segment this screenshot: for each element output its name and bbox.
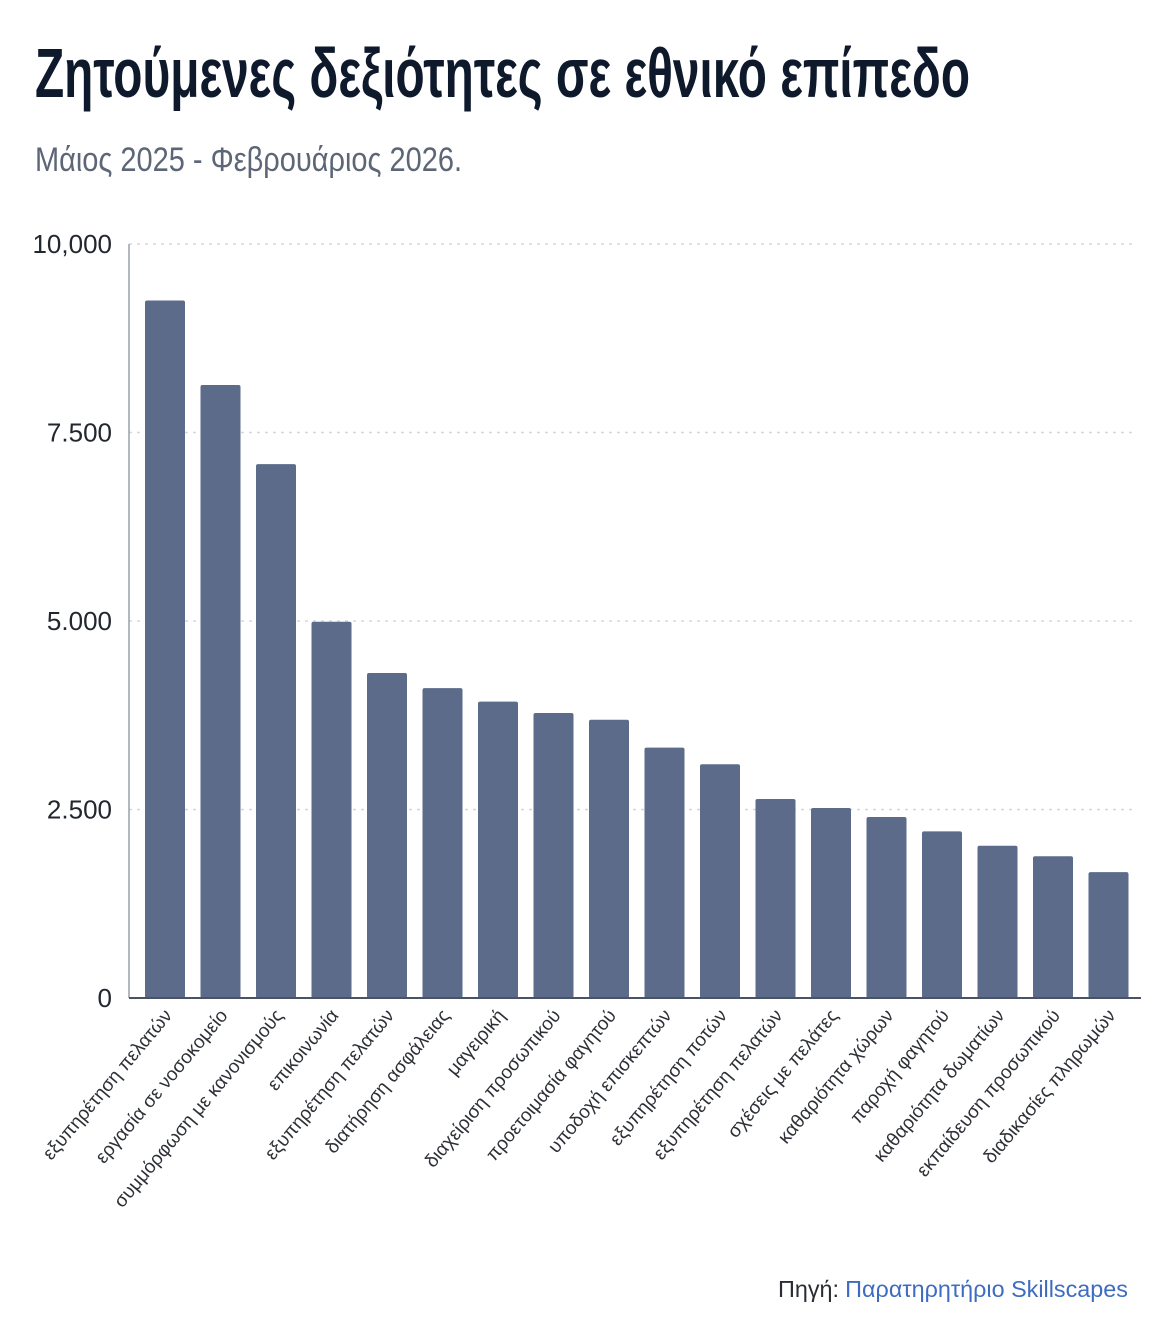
- y-tick-label: 0: [98, 983, 112, 1013]
- bar-4: [311, 621, 352, 998]
- bar-12: [755, 798, 796, 998]
- bar-14: [866, 817, 907, 998]
- x-tick-label: παροχή φαγητού: [846, 1006, 953, 1128]
- chart-subtitle: Μάιος 2025 - Φεβρουάριος 2026.: [35, 141, 462, 179]
- bar-2: [200, 384, 241, 998]
- bar-8: [533, 712, 574, 998]
- bar-18: [1088, 872, 1129, 998]
- bar-3: [256, 464, 296, 999]
- y-axis-ticks: 0 2.500 5.000 7.500 10,000: [32, 229, 112, 1013]
- gridlines: [129, 243, 1137, 811]
- source-label: Πηγή:: [778, 1276, 839, 1302]
- bar-10: [644, 747, 685, 998]
- bar-5: [367, 673, 407, 998]
- bar-11: [700, 764, 740, 998]
- bar-17: [1033, 856, 1073, 998]
- bar-15: [922, 831, 962, 998]
- source-link[interactable]: Παρατηρητήριο Skillscapes: [845, 1276, 1128, 1302]
- y-tick-label: 7.500: [47, 418, 112, 448]
- bar-1: [145, 300, 185, 998]
- bar-16: [977, 845, 1018, 998]
- y-tick-label: 10,000: [32, 229, 112, 259]
- bar-13: [811, 807, 851, 998]
- source-note: Πηγή: Παρατηρητήριο Skillscapes: [778, 1276, 1128, 1302]
- bars: [145, 300, 1129, 999]
- chart-title: Ζητούμενες δεξιότητες σε εθνικό επίπεδο: [35, 34, 970, 112]
- y-tick-label: 2.500: [47, 795, 112, 825]
- bar-6: [422, 688, 463, 998]
- bar-9: [589, 719, 629, 998]
- bar-7: [478, 701, 518, 998]
- y-tick-label: 5.000: [47, 606, 112, 636]
